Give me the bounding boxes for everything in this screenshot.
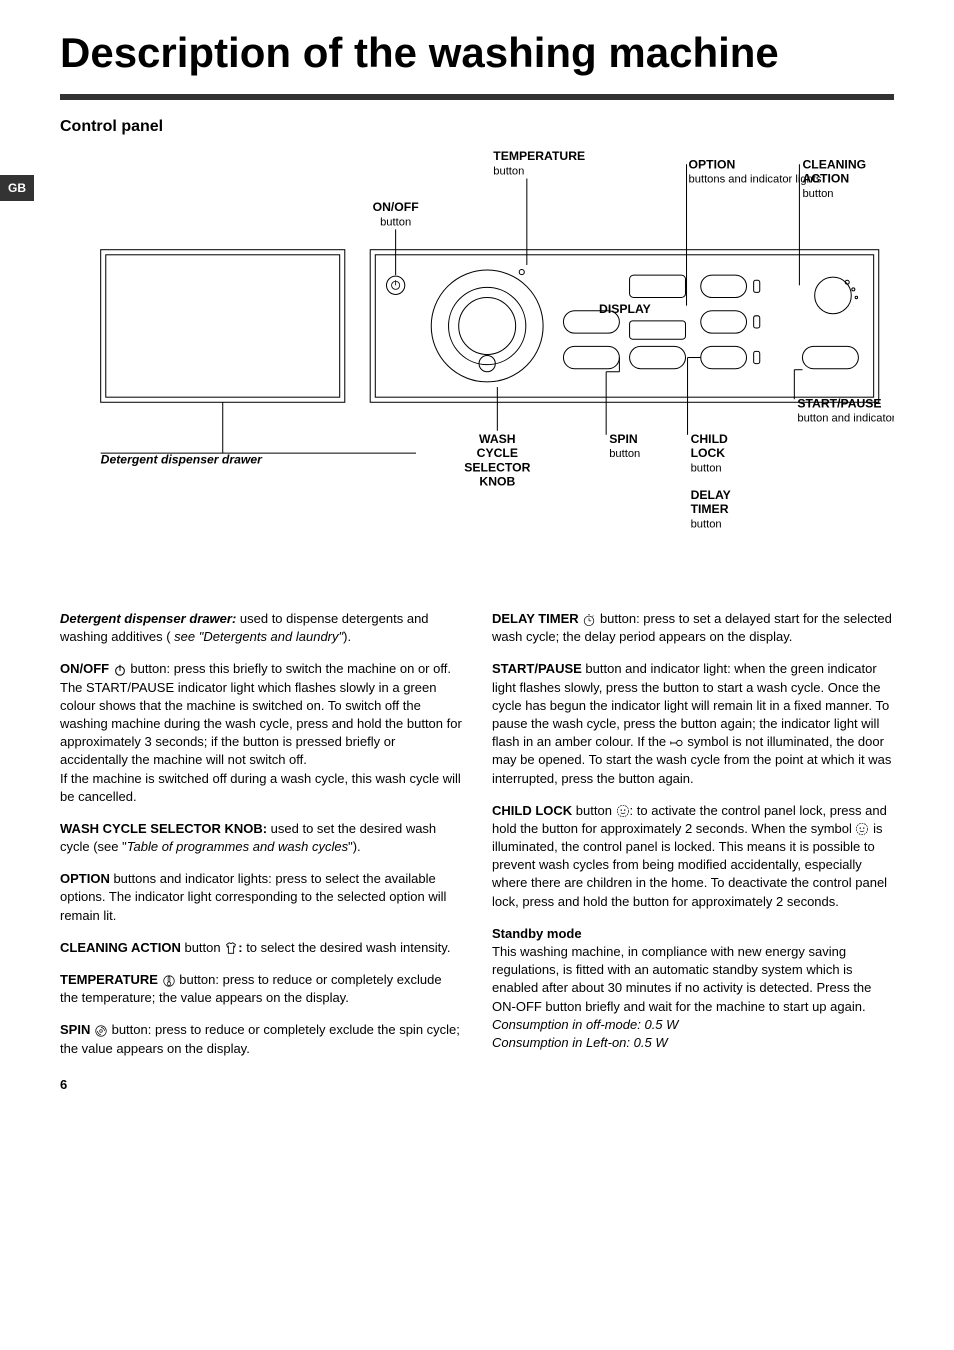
para-onoff: ON/OFF button: press this briefly to swi… xyxy=(60,660,462,806)
spin-icon xyxy=(94,1024,108,1038)
para-detergent: Detergent dispenser drawer: used to disp… xyxy=(60,610,462,646)
svg-text:KNOB: KNOB xyxy=(479,475,515,489)
label-spin: SPIN xyxy=(609,432,637,446)
label-delay-timer-1: DELAY xyxy=(691,488,731,502)
right-column: DELAY TIMER button: press to set a delay… xyxy=(492,610,894,1072)
door-lock-icon xyxy=(670,736,684,750)
label-child-lock-2: LOCK xyxy=(691,446,726,460)
svg-text:WASH: WASH xyxy=(479,432,516,446)
svg-text:button: button xyxy=(802,188,833,200)
para-standby: Standby mode This washing machine, in co… xyxy=(492,925,894,1052)
svg-text:button and indicator light: button and indicator light xyxy=(797,413,894,425)
para-child-lock: CHILD LOCK button : to activate the cont… xyxy=(492,802,894,911)
svg-text:CYCLE: CYCLE xyxy=(477,446,518,460)
label-onoff: ON/OFF xyxy=(373,200,419,214)
shirt-icon xyxy=(224,941,238,955)
para-temperature: TEMPERATURE button: press to reduce or c… xyxy=(60,971,462,1007)
svg-text:SELECTOR: SELECTOR xyxy=(464,461,530,475)
power-icon xyxy=(113,663,127,677)
label-cleaning-action-2: ACTION xyxy=(802,172,849,186)
label-start-pause: START/PAUSE xyxy=(797,397,881,411)
label-display: DISPLAY xyxy=(599,302,651,316)
label-temperature: TEMPERATURE xyxy=(493,149,585,163)
page-number: 6 xyxy=(60,1077,67,1092)
para-cleaning-action: CLEANING ACTION button : to select the d… xyxy=(60,939,462,957)
label-delay-timer-2: TIMER xyxy=(691,502,729,516)
child-lock-icon xyxy=(616,804,630,818)
child-lock-icon xyxy=(855,822,869,836)
clock-icon xyxy=(582,613,596,627)
svg-text:button: button xyxy=(691,519,722,531)
page-tab: GB xyxy=(0,175,34,201)
svg-text:button: button xyxy=(609,448,640,460)
para-spin: SPIN button: press to reduce or complete… xyxy=(60,1021,462,1057)
svg-text:button: button xyxy=(691,463,722,475)
page-title: Description of the washing machine xyxy=(60,30,894,76)
label-detergent-drawer: Detergent dispenser drawer xyxy=(101,452,263,466)
horizontal-rule xyxy=(60,94,894,100)
left-column: Detergent dispenser drawer: used to disp… xyxy=(60,610,462,1072)
label-child-lock-1: CHILD xyxy=(691,432,728,446)
svg-text:button: button xyxy=(493,166,524,178)
section-heading: Control panel xyxy=(60,118,894,136)
para-delay-timer: DELAY TIMER button: press to set a delay… xyxy=(492,610,894,646)
svg-text:button: button xyxy=(380,216,411,228)
label-option: OPTION xyxy=(689,158,736,172)
para-start-pause: START/PAUSE button and indicator light: … xyxy=(492,660,894,787)
thermometer-icon xyxy=(162,974,176,988)
para-option: OPTION buttons and indicator lights: pre… xyxy=(60,870,462,925)
control-panel-diagram: .lb { font-family: Arial, Helvetica, san… xyxy=(60,148,894,560)
label-cleaning-action-1: CLEANING xyxy=(802,158,866,172)
para-wash-cycle: WASH CYCLE SELECTOR KNOB: used to set th… xyxy=(60,820,462,856)
